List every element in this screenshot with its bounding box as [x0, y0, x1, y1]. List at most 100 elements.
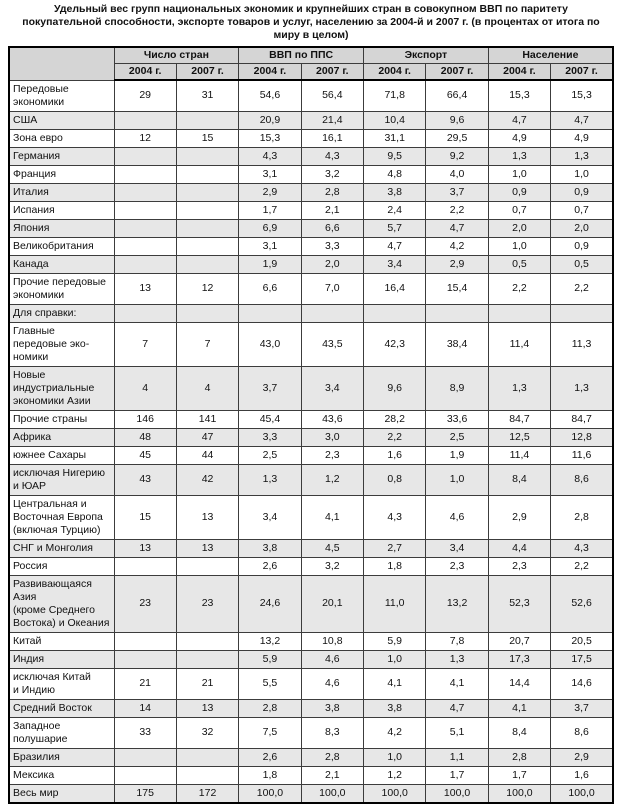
value-cell: 5,9 — [238, 649, 302, 669]
year-header: 2004 г. — [487, 63, 552, 81]
value-cell: 15,4 — [425, 272, 489, 305]
value-cell — [175, 146, 240, 166]
group-header: Экспорт — [363, 46, 489, 64]
value-cell: 4,5 — [300, 538, 365, 558]
empty-corner-cell — [8, 46, 115, 81]
row-label: Средний Восток — [8, 698, 115, 718]
header-group-row: Число стран ВВП по ППС Экспорт Население — [8, 46, 614, 81]
value-cell: 0,9 — [550, 182, 614, 202]
table-row: Мексика 1,8 2,1 1,2 1,7 1,7 1,6 — [8, 765, 614, 785]
value-cell: 15 — [175, 128, 240, 148]
row-label: Главные передовые эко- номики — [8, 321, 115, 367]
value-cell: 0,9 — [550, 236, 614, 256]
value-cell: 8,6 — [550, 463, 614, 496]
value-cell: 23 — [113, 574, 177, 633]
value-cell: 3,3 — [238, 427, 302, 447]
value-cell: 47 — [175, 427, 240, 447]
table-header: Число стран ВВП по ППС Экспорт Население 20… — [8, 46, 614, 81]
table-row: Западное полушарие 33 32 7,5 8,3 4,2 5,1 8,4 8,6 — [8, 716, 614, 749]
value-cell: 4,8 — [362, 164, 427, 184]
header-year-row: 2004 г. 2007 г. 2004 г. 2007 г. 2004 г. 2007 … — [9, 63, 614, 81]
value-cell: 4,3 — [362, 494, 427, 540]
value-cell — [113, 649, 177, 669]
value-cell: 20,1 — [300, 574, 365, 633]
row-label: Италия — [8, 182, 115, 202]
value-cell: 17,5 — [550, 649, 614, 669]
value-cell: 3,7 — [425, 182, 489, 202]
value-cell: 56,4 — [300, 79, 365, 112]
table-row: исключая Нигерию и ЮАР 43 42 1,3 1,2 0,8 1,0 8,… — [8, 463, 614, 496]
year-header: 2004 г. — [238, 63, 302, 81]
value-cell: 45,4 — [238, 409, 302, 429]
value-cell: 1,7 — [487, 765, 552, 785]
value-cell: 15,3 — [238, 128, 302, 148]
value-cell: 1,0 — [362, 649, 427, 669]
value-cell — [238, 303, 302, 323]
value-cell: 66,4 — [425, 79, 489, 112]
value-cell: 1,3 — [425, 649, 489, 669]
value-cell: 11,6 — [550, 445, 614, 465]
value-cell: 1,7 — [238, 200, 302, 220]
table-row: Италия 2,9 2,8 3,8 3,7 0,9 0,9 — [8, 182, 614, 202]
value-cell: 1,3 — [487, 146, 552, 166]
value-cell: 0,8 — [362, 463, 427, 496]
value-cell: 8,6 — [550, 716, 614, 749]
value-cell: 1,3 — [550, 146, 614, 166]
value-cell: 12,5 — [487, 427, 552, 447]
value-cell: 3,8 — [362, 182, 427, 202]
value-cell: 2,8 — [550, 494, 614, 540]
value-cell: 2,5 — [238, 445, 302, 465]
value-cell: 8,4 — [487, 463, 552, 496]
value-cell: 13 — [175, 494, 240, 540]
value-cell: 17,3 — [487, 649, 552, 669]
row-label: Канада — [8, 254, 115, 274]
value-cell: 2,4 — [362, 200, 427, 220]
value-cell — [175, 236, 240, 256]
value-cell: 0,5 — [487, 254, 552, 274]
value-cell: 1,8 — [238, 765, 302, 785]
value-cell: 2,0 — [550, 218, 614, 238]
table-row: Испания 1,7 2,1 2,4 2,2 0,7 0,7 — [8, 200, 614, 220]
value-cell: 100,0 — [362, 783, 427, 803]
value-cell: 3,7 — [550, 698, 614, 718]
value-cell: 33 — [113, 716, 177, 749]
value-cell: 9,2 — [425, 146, 489, 166]
value-cell: 2,2 — [550, 272, 614, 305]
value-cell: 14,4 — [487, 667, 552, 700]
row-label: Новые индустриальные экономики Азии — [8, 365, 115, 411]
value-cell: 2,9 — [487, 494, 552, 540]
value-cell: 21 — [113, 667, 177, 700]
value-cell: 14 — [113, 698, 177, 718]
table-title: Удельный вес групп национальных экономик… — [22, 3, 600, 41]
value-cell: 1,9 — [425, 445, 489, 465]
value-cell: 43,5 — [300, 321, 365, 367]
value-cell: 7 — [175, 321, 240, 367]
value-cell: 2,6 — [238, 556, 302, 576]
value-cell: 21 — [175, 667, 240, 700]
value-cell: 2,3 — [487, 556, 552, 576]
value-cell: 13,2 — [425, 574, 489, 633]
value-cell: 2,2 — [487, 272, 552, 305]
table-row: Весь мир 175 172 100,0 100,0 100,0 100,0 100,0 1… — [8, 783, 614, 803]
row-label: Япония — [8, 218, 115, 238]
value-cell: 2,1 — [300, 200, 365, 220]
value-cell: 2,3 — [300, 445, 365, 465]
value-cell: 2,2 — [362, 427, 427, 447]
value-cell: 1,1 — [425, 747, 489, 767]
value-cell: 42 — [175, 463, 240, 496]
value-cell: 13 — [113, 272, 177, 305]
value-cell: 84,7 — [550, 409, 614, 429]
value-cell — [113, 303, 177, 323]
row-label: исключая Нигерию и ЮАР — [8, 463, 115, 496]
value-cell: 4,7 — [487, 110, 552, 130]
value-cell: 15,3 — [550, 79, 614, 112]
value-cell: 175 — [113, 783, 177, 803]
value-cell: 2,2 — [425, 200, 489, 220]
row-label: Прочие страны — [8, 409, 115, 429]
value-cell: 1,2 — [362, 765, 427, 785]
value-cell: 52,6 — [550, 574, 614, 633]
value-cell: 2,8 — [300, 182, 365, 202]
table-row: Канада 1,9 2,0 3,4 2,9 0,5 0,5 — [8, 254, 614, 274]
value-cell: 1,0 — [550, 164, 614, 184]
value-cell: 7,8 — [425, 631, 489, 651]
